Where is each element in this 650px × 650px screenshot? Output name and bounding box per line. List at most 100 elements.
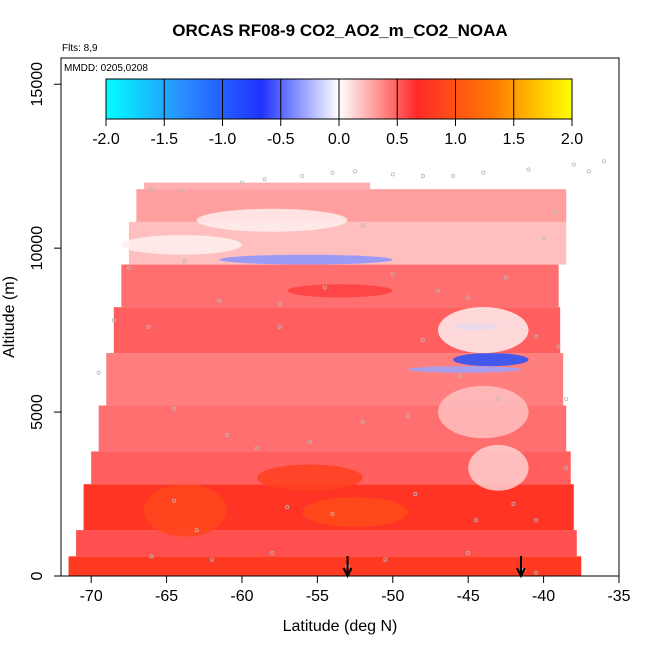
y-axis-label: Altitude (m) <box>1 276 18 358</box>
sample-point <box>390 272 395 277</box>
colorbar-tick-label: 0.0 <box>328 131 350 148</box>
x-tick-label: -50 <box>381 588 404 605</box>
plot-frame <box>60 57 620 577</box>
sample-point <box>420 174 425 179</box>
sample-point <box>436 288 441 293</box>
sample-point <box>182 259 187 264</box>
x-tick-label: -45 <box>457 588 480 605</box>
sample-point <box>458 374 463 379</box>
sample-point <box>526 167 531 172</box>
sample-point <box>300 174 305 179</box>
sample-point <box>405 413 410 418</box>
x-tick-label: -65 <box>155 588 178 605</box>
sample-point <box>330 170 335 175</box>
x-tick-label: -60 <box>230 588 253 605</box>
heatmap-band <box>143 182 371 190</box>
heatmap-feature <box>468 444 529 491</box>
sample-point <box>413 492 418 497</box>
heatmap-feature <box>453 353 529 367</box>
x-axis: -70 -65 -60 -55 -50 -45 -40 -35 <box>80 576 631 605</box>
sample-point <box>330 511 335 516</box>
heatmap-feature <box>438 307 529 354</box>
x-axis-label: Latitude (deg N) <box>283 618 398 635</box>
sample-point <box>564 396 569 401</box>
sample-point <box>534 518 539 523</box>
sample-point <box>390 172 395 177</box>
sample-point <box>111 318 116 323</box>
sample-point <box>383 557 388 562</box>
sample-point <box>224 433 229 438</box>
sample-point <box>564 465 569 470</box>
sample-point <box>262 177 267 182</box>
sample-points <box>96 159 606 575</box>
heatmap-feature <box>257 464 363 491</box>
sample-point <box>511 501 516 506</box>
colorbar-tick-label: 2.0 <box>561 131 583 148</box>
y-axis: 0 5000 10000 15000 <box>29 62 61 580</box>
sample-point <box>586 169 591 174</box>
sample-point <box>172 498 177 503</box>
sample-point <box>255 446 260 451</box>
colorbar-tick-label: -1.0 <box>209 131 237 148</box>
x-tick-label: -55 <box>306 588 329 605</box>
sample-point <box>149 187 154 192</box>
sample-point <box>420 337 425 342</box>
chart-title: ORCAS RF08-9 CO2_AO2_m_CO2_NOAA <box>172 21 507 40</box>
sample-point <box>553 210 558 215</box>
sample-point <box>209 557 214 562</box>
heatmap-feature <box>219 254 393 265</box>
sample-point <box>360 419 365 424</box>
sample-point <box>149 554 154 559</box>
heatmap-band <box>68 556 582 576</box>
x-tick-label: -35 <box>607 588 630 605</box>
sample-point <box>172 406 177 411</box>
sample-point <box>217 298 222 303</box>
sample-point <box>322 285 327 290</box>
colorbar-tick-label: 1.5 <box>503 131 525 148</box>
y-tick-label: 0 <box>29 571 46 580</box>
colorbar-tick-label: -1.5 <box>150 131 178 148</box>
x-tick-label: -70 <box>80 588 103 605</box>
sample-point <box>360 223 365 228</box>
colorbar-tick-label: 1.0 <box>444 131 466 148</box>
sample-point <box>179 188 184 193</box>
sample-point <box>194 528 199 533</box>
date-note: MMDD: 0205,0208 <box>64 63 148 74</box>
heatmap-feature <box>287 284 393 298</box>
plot-area <box>68 182 582 576</box>
sample-point <box>307 439 312 444</box>
sample-point <box>96 370 101 375</box>
heatmap-band <box>76 530 577 557</box>
heatmap-feature <box>438 385 529 439</box>
sample-point <box>270 551 275 556</box>
sample-point <box>277 301 282 306</box>
sample-point <box>534 570 539 575</box>
sample-point <box>466 551 471 556</box>
x-tick-label: -40 <box>532 588 555 605</box>
heatmap-feature <box>407 366 521 373</box>
sample-point <box>496 396 501 401</box>
colorbar-tick-label: 0.5 <box>386 131 408 148</box>
sample-point <box>571 162 576 167</box>
y-tick-label: 10000 <box>29 226 46 271</box>
heatmap-feature <box>302 497 408 527</box>
heatmap-feature <box>196 208 348 232</box>
sample-point <box>353 169 358 174</box>
sample-point <box>466 295 471 300</box>
colorbar-tick-label: -2.0 <box>92 131 120 148</box>
sample-point <box>481 170 486 175</box>
sample-point <box>126 265 131 270</box>
sample-point <box>285 505 290 510</box>
sample-point <box>451 174 456 179</box>
y-tick-label: 5000 <box>29 394 46 430</box>
sample-point <box>541 236 546 241</box>
sample-point <box>146 324 151 329</box>
sample-point <box>277 324 282 329</box>
sample-point <box>601 159 606 164</box>
sample-point <box>556 344 561 349</box>
y-tick-label: 15000 <box>29 62 46 107</box>
colorbar: -2.0 -1.5 -1.0 -0.5 0.0 0.5 1.0 1.5 2.0 <box>92 78 583 148</box>
heatmap-feature <box>143 484 227 537</box>
sample-point <box>503 275 508 280</box>
